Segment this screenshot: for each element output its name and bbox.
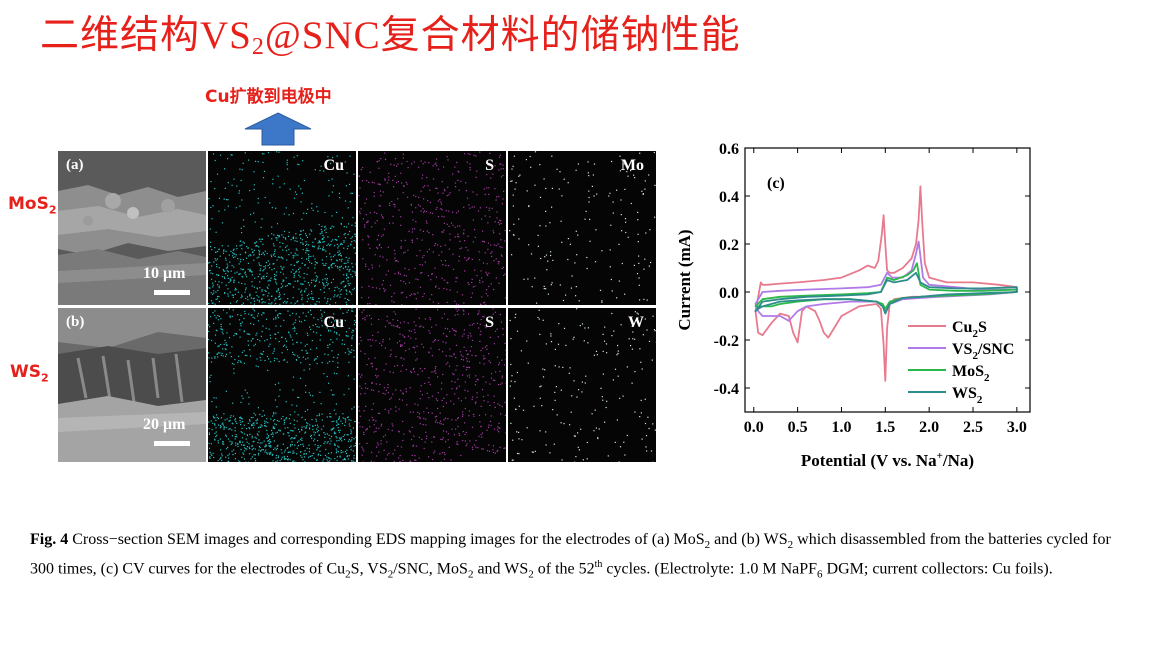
- legend-label: WS2: [952, 385, 983, 406]
- eds-map-cu-ws2: Cu: [208, 308, 356, 462]
- legend-label: VS2/SNC: [952, 341, 1014, 362]
- x-tick-label: 3.0: [1007, 419, 1027, 436]
- element-label: Mo: [620, 157, 644, 174]
- legend-label: Cu2S: [952, 319, 987, 340]
- x-tick-label: 1.0: [831, 419, 851, 436]
- row-label-mos2: MoS2: [8, 194, 57, 217]
- y-tick-label: -0.4: [714, 381, 739, 398]
- eds-map-w-ws2: W: [508, 308, 656, 462]
- sem-image-ws2: (b) 20 μm: [58, 308, 206, 462]
- panel-label-b: (b): [66, 314, 85, 330]
- y-tick-label: 0.2: [719, 237, 739, 254]
- caption-fig-label: Fig. 4: [30, 531, 69, 548]
- eds-map-cu-mos2: Cu: [208, 151, 356, 305]
- scale-bar: [154, 290, 190, 295]
- arrow-label: Cu扩散到电极中: [205, 87, 332, 107]
- x-tick-label: 2.0: [919, 419, 939, 436]
- plot-frame: [744, 147, 1031, 413]
- eds-map-s-mos2: S: [358, 151, 506, 305]
- scale-bar: [154, 441, 190, 446]
- element-label: Cu: [323, 314, 344, 331]
- panel-label-a: (a): [66, 157, 84, 173]
- element-label: W: [628, 314, 644, 331]
- series-line-3: [754, 271, 1018, 315]
- y-tick-label: 0.0: [719, 285, 739, 302]
- x-tick-label: 0.5: [788, 419, 808, 436]
- element-label: S: [485, 157, 494, 174]
- panel-label-c: (c): [767, 175, 785, 192]
- legend-label: MoS2: [952, 363, 990, 384]
- scale-bar-label: 10 μm: [143, 265, 186, 282]
- y-tick-label: 0.4: [719, 189, 739, 206]
- up-arrow-icon: [244, 112, 312, 146]
- eds-map-s-ws2: S: [358, 308, 506, 462]
- series-line-2: [754, 262, 1018, 310]
- row-label-ws2: WS2: [10, 362, 49, 385]
- x-tick-label: 0.0: [744, 419, 764, 436]
- scale-bar-label: 20 μm: [143, 416, 186, 433]
- x-tick-label: 1.5: [875, 419, 895, 436]
- y-axis-label: Current (mA): [675, 229, 694, 330]
- cv-chart: 0.0 0.5 1.0 1.5 2.0 2.5 3.0 0.6 0.4 0.2 0.0 -0.2 -0.…: [675, 141, 1031, 470]
- y-tick-label: 0.6: [719, 141, 739, 158]
- sem-image-mos2: (a) 10 μm: [58, 151, 206, 305]
- x-axis-label: Potential (V vs. Na+/Na): [801, 450, 974, 470]
- figure-caption: Fig. 4 Cross−section SEM images and corr…: [30, 531, 1111, 581]
- y-tick-label: -0.2: [714, 333, 739, 350]
- element-label: Cu: [323, 157, 344, 174]
- slide-title: 二维结构VS2@SNC复合材料的储钠性能: [40, 13, 741, 60]
- element-label: S: [485, 314, 494, 331]
- x-tick-label: 2.5: [963, 419, 983, 436]
- eds-map-mo-mos2: Mo: [508, 151, 656, 305]
